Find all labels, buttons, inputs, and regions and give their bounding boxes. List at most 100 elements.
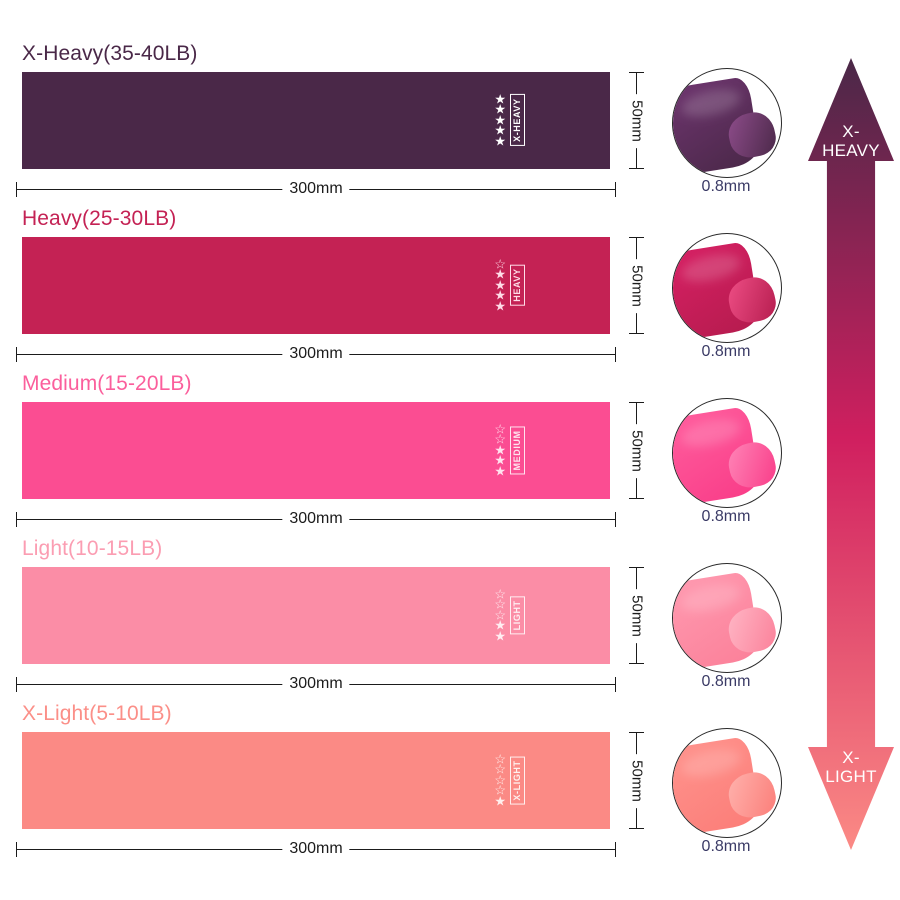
star-filled-icon: ★ <box>494 112 506 128</box>
band-printed-label-x-heavy: X-HEAVY <box>510 94 525 147</box>
star-filled-icon: ★ <box>494 266 506 282</box>
thickness-cell-light: 0.8mm <box>660 555 800 720</box>
band-mark-medium: ☆ ☆ ★ ★ ★ MEDIUM <box>494 420 525 479</box>
thickness-closeup-x-light <box>672 728 782 838</box>
dimension-tick-left <box>16 677 17 692</box>
dimension-tick-left <box>16 182 17 197</box>
arrow-bottom-label-line1: X- <box>842 747 860 767</box>
width-dimension-text-x-heavy: 50mm <box>628 93 646 148</box>
star-filled-icon: ★ <box>494 628 506 644</box>
thickness-cell-x-light: 0.8mm <box>660 720 800 885</box>
dimension-tick-bottom <box>629 498 644 499</box>
thickness-column: 0.8mm 0.8mm 0.8mm 0.8mm 0.8mm <box>660 0 800 900</box>
dimension-tick-top <box>629 567 644 568</box>
star-filled-icon: ★ <box>494 133 506 149</box>
band-mark-heavy: ☆ ★ ★ ★ ★ HEAVY <box>494 255 525 312</box>
length-dimension-heavy: 300mm <box>16 343 616 365</box>
dimension-tick-right <box>615 842 616 857</box>
thickness-label-heavy: 0.8mm <box>701 343 751 360</box>
arrow-bottom-label-line2: LIGHT <box>825 766 877 786</box>
length-dimension-text-heavy: 300mm <box>282 343 350 365</box>
star-outline-icon: ☆ <box>494 585 506 601</box>
dimension-tick-top <box>629 72 644 73</box>
star-outline-icon: ☆ <box>494 431 506 447</box>
dimension-tick-right <box>615 182 616 197</box>
dimension-tick-bottom <box>629 663 644 664</box>
length-dimension-light: 300mm <box>16 673 616 695</box>
band-title-x-light: X-Light(5-10LB) <box>22 702 172 725</box>
band-strip-light: ☆ ☆ ☆ ★ ★ LIGHT <box>22 567 610 664</box>
band-title-light: Light(10-15LB) <box>22 537 163 560</box>
thickness-closeup-medium <box>672 398 782 508</box>
length-dimension-text-light: 300mm <box>282 673 350 695</box>
star-outline-icon: ☆ <box>494 761 506 777</box>
star-outline-icon: ☆ <box>494 596 506 612</box>
star-outline-icon: ☆ <box>494 607 506 623</box>
star-outline-icon: ☆ <box>494 420 506 436</box>
dimension-tick-left <box>16 347 17 362</box>
dimension-tick-top <box>629 402 644 403</box>
band-title-medium: Medium(15-20LB) <box>22 372 192 395</box>
dimension-tick-bottom <box>629 168 644 169</box>
thickness-closeup-x-heavy <box>672 68 782 178</box>
star-outline-icon: ☆ <box>494 772 506 788</box>
dimension-tick-right <box>615 677 616 692</box>
dimension-tick-bottom <box>629 333 644 334</box>
dimension-tick-right <box>615 347 616 362</box>
length-dimension-text-x-light: 300mm <box>282 838 350 860</box>
star-rating-medium: ☆ ☆ ★ ★ ★ <box>494 420 506 479</box>
band-mark-x-light: ☆ ☆ ☆ ☆ ★ X-LIGHT <box>494 750 525 807</box>
thickness-cell-medium: 0.8mm <box>660 390 800 555</box>
thickness-cell-x-heavy: 0.8mm <box>660 60 800 225</box>
width-dimension-heavy: 50mm <box>622 237 652 334</box>
star-filled-icon: ★ <box>494 101 506 117</box>
star-filled-icon: ★ <box>494 90 506 106</box>
width-dimension-light: 50mm <box>622 567 652 664</box>
star-filled-icon: ★ <box>494 463 506 479</box>
width-dimension-medium: 50mm <box>622 402 652 499</box>
star-filled-icon: ★ <box>494 122 506 138</box>
arrow-top-label: X- HEAVY <box>808 122 894 160</box>
band-strip-x-heavy: ★ ★ ★ ★ ★ X-HEAVY <box>22 72 610 169</box>
star-outline-icon: ☆ <box>494 782 506 798</box>
band-row-x-heavy: X-Heavy(35-40LB) ★ ★ ★ ★ ★ X-HEAVY 300mm 50mm <box>0 42 650 207</box>
band-row-x-light: X-Light(5-10LB) ☆ ☆ ☆ ☆ ★ X-LIGHT 300mm 50mm <box>0 702 650 867</box>
band-printed-label-medium: MEDIUM <box>510 426 525 475</box>
thickness-label-light: 0.8mm <box>701 673 751 690</box>
thickness-label-x-light: 0.8mm <box>701 838 751 855</box>
band-row-light: Light(10-15LB) ☆ ☆ ☆ ★ ★ LIGHT 300mm 50mm <box>0 537 650 702</box>
star-filled-icon: ★ <box>494 617 506 633</box>
thickness-closeup-heavy <box>672 233 782 343</box>
arrow-top-label-line2: HEAVY <box>822 141 880 161</box>
dimension-tick-left <box>16 842 17 857</box>
band-printed-label-x-light: X-LIGHT <box>510 756 525 805</box>
arrow-shape <box>808 58 894 850</box>
length-dimension-text-medium: 300mm <box>282 508 350 530</box>
thickness-label-medium: 0.8mm <box>701 508 751 525</box>
width-dimension-text-medium: 50mm <box>628 423 646 478</box>
dimension-tick-top <box>629 732 644 733</box>
resistance-scale-arrow: X- HEAVY X- LIGHT <box>808 58 894 850</box>
length-dimension-text-x-heavy: 300mm <box>282 178 350 200</box>
band-title-x-heavy: X-Heavy(35-40LB) <box>22 42 198 65</box>
length-dimension-x-light: 300mm <box>16 838 616 860</box>
band-strip-medium: ☆ ☆ ★ ★ ★ MEDIUM <box>22 402 610 499</box>
band-strip-x-light: ☆ ☆ ☆ ☆ ★ X-LIGHT <box>22 732 610 829</box>
star-rating-x-heavy: ★ ★ ★ ★ ★ <box>494 90 506 149</box>
width-dimension-text-heavy: 50mm <box>628 258 646 313</box>
dimension-tick-right <box>615 512 616 527</box>
star-rating-light: ☆ ☆ ☆ ★ ★ <box>494 585 506 644</box>
band-row-heavy: Heavy(25-30LB) ☆ ★ ★ ★ ★ HEAVY 300mm 50mm <box>0 207 650 372</box>
star-outline-icon: ☆ <box>494 255 506 271</box>
arrow-top-label-line1: X- <box>842 122 860 141</box>
band-title-heavy: Heavy(25-30LB) <box>22 207 177 230</box>
dimension-tick-top <box>629 237 644 238</box>
bands-column: X-Heavy(35-40LB) ★ ★ ★ ★ ★ X-HEAVY 300mm 50mm Hea… <box>0 42 650 867</box>
dimension-tick-left <box>16 512 17 527</box>
band-mark-light: ☆ ☆ ☆ ★ ★ LIGHT <box>494 585 525 644</box>
width-dimension-text-light: 50mm <box>628 588 646 643</box>
band-row-medium: Medium(15-20LB) ☆ ☆ ★ ★ ★ MEDIUM 300mm 50mm <box>0 372 650 537</box>
dimension-tick-bottom <box>629 828 644 829</box>
width-dimension-x-heavy: 50mm <box>622 72 652 169</box>
star-outline-icon: ☆ <box>494 750 506 766</box>
